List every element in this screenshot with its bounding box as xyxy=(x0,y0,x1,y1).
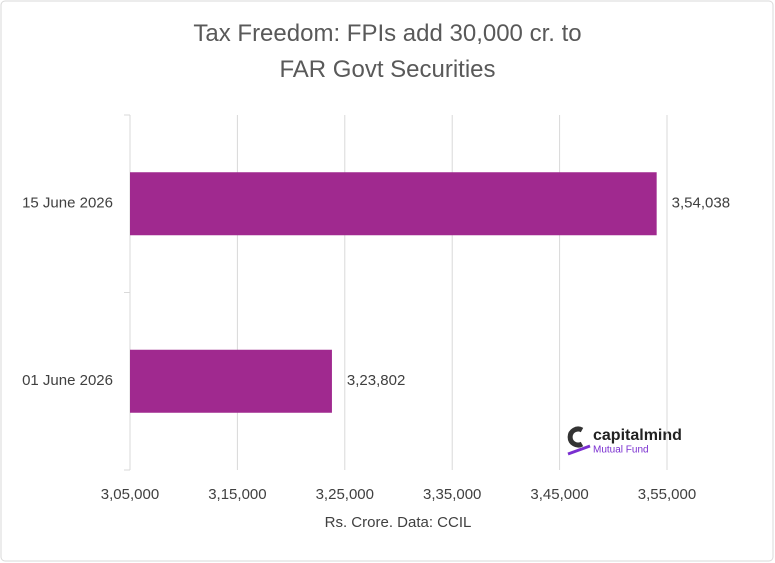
x-tick-label: 3,35,000 xyxy=(423,486,481,503)
bar xyxy=(130,349,332,413)
logo-icon xyxy=(567,426,584,448)
x-tick-label: 3,55,000 xyxy=(638,486,696,503)
x-tick-label: 3,25,000 xyxy=(316,486,374,503)
logo-swoosh xyxy=(567,444,591,456)
data-label: 3,23,802 xyxy=(347,372,405,389)
y-tick-label: 15 June 2026 xyxy=(22,195,113,212)
logo-name: capitalmind xyxy=(593,427,682,444)
bar xyxy=(130,172,657,236)
x-tick-label: 3,15,000 xyxy=(208,486,266,503)
title-box: Tax Freedom: FPIs add 30,000 cr. to FAR … xyxy=(0,16,775,88)
y-tick-label: 01 June 2026 xyxy=(22,372,113,389)
data-label: 3,54,038 xyxy=(672,195,730,212)
logo: capitalmind Mutual Fund xyxy=(567,426,682,456)
logo-tagline: Mutual Fund xyxy=(593,445,649,456)
x-tick-label: 3,45,000 xyxy=(530,486,588,503)
x-axis-label: Rs. Crore. Data: CCIL xyxy=(325,514,472,531)
x-tick-label: 3,05,000 xyxy=(101,486,159,503)
chart-title: Tax Freedom: FPIs add 30,000 cr. to FAR … xyxy=(193,20,582,83)
